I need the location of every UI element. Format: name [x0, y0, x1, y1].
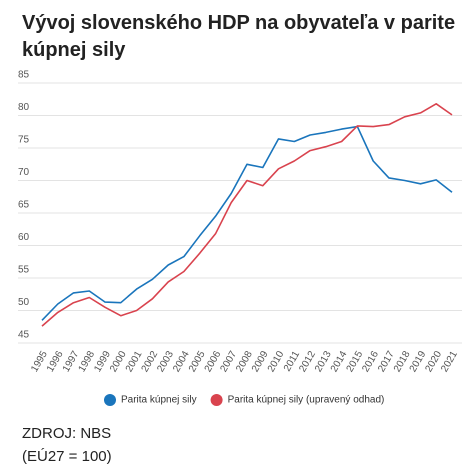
- y-tick-label: 80: [18, 102, 30, 113]
- y-tick-label: 75: [18, 135, 30, 146]
- y-tick-label: 60: [18, 232, 30, 243]
- y-tick-label: 70: [18, 167, 30, 178]
- x-tick-label: 2021: [439, 349, 460, 374]
- chart-title: kúpnej sily: [22, 39, 126, 61]
- note: (EÚ27 = 100): [22, 448, 112, 465]
- line: [41, 125, 453, 321]
- line: [41, 103, 453, 327]
- chart-title: Vývoj slovenského HDP na obyvateľa v par…: [22, 12, 455, 34]
- x-tick-label: 2010: [266, 349, 287, 374]
- legend-label: Parita kúpnej sily (upravený odhad): [228, 395, 385, 406]
- y-tick-label: 65: [18, 200, 30, 211]
- y-tick-label: 50: [18, 297, 30, 308]
- source: ZDROJ: NBS: [22, 425, 111, 442]
- legend-marker: [210, 394, 223, 406]
- legend-label: Parita kúpnej sily: [121, 395, 197, 406]
- y-tick-label: 85: [18, 70, 30, 81]
- y-tick-label: 45: [18, 330, 30, 341]
- legend-marker: [104, 394, 116, 406]
- y-tick-label: 55: [18, 265, 30, 276]
